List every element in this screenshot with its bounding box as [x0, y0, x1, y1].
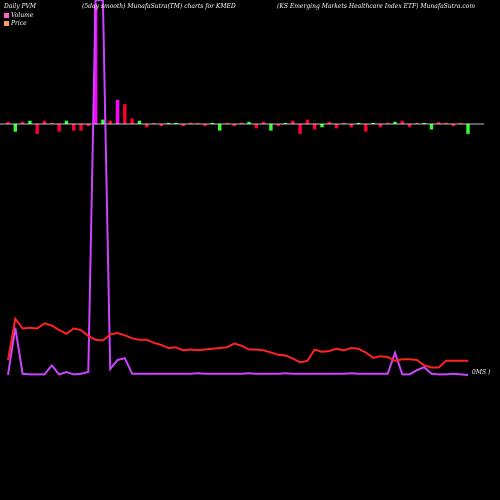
change-bar: [159, 124, 163, 127]
chart-header-left: Daily PVM: [4, 3, 37, 10]
price-line: [7, 316, 468, 369]
change-bar: [108, 120, 112, 124]
legend-volume-label: Volume: [11, 12, 34, 19]
change-bar: [137, 120, 142, 124]
change-bar: [393, 121, 397, 124]
change-bar: [437, 121, 441, 124]
change-bar: [13, 124, 17, 132]
change-bar: [386, 122, 390, 124]
change-bar: [400, 120, 404, 124]
change-bar: [415, 122, 419, 124]
change-bar: [349, 124, 353, 128]
change-bar: [342, 122, 346, 124]
chart-header-right: (KS Emerging Markets Healthcare Index ET…: [277, 3, 476, 10]
change-bar: [240, 122, 244, 124]
legend-volume: Volume: [4, 12, 33, 19]
change-bar: [28, 120, 32, 124]
change-bar: [247, 121, 251, 124]
change-bar: [232, 124, 236, 127]
change-bar: [283, 122, 288, 124]
change-bar: [320, 124, 324, 128]
change-bar: [254, 124, 258, 129]
change-bar: [218, 124, 222, 131]
change-bar: [35, 124, 39, 134]
change-bar: [371, 122, 375, 124]
change-bar: [20, 121, 25, 124]
change-bar: [64, 120, 69, 124]
legend-price-swatch: [4, 21, 9, 26]
change-bar: [188, 122, 193, 124]
change-bar: [225, 122, 229, 124]
change-bars: [6, 5, 470, 134]
change-bar: [101, 119, 105, 124]
change-bar: [444, 122, 448, 124]
change-bar: [291, 120, 295, 124]
change-bar: [466, 124, 470, 134]
volume-line: [7, 0, 469, 376]
chart-header-middle: (5day smooth) MunafaSutra(TM) charts for…: [82, 3, 236, 10]
change-bar: [145, 124, 149, 128]
change-bar: [50, 122, 54, 124]
change-bar: [298, 124, 302, 134]
change-bar: [181, 124, 185, 127]
change-bar: [72, 124, 76, 131]
change-bar: [313, 124, 317, 130]
change-bar: [429, 124, 434, 130]
change-bar: [130, 118, 134, 124]
legend-price: Price: [4, 20, 27, 27]
change-bar: [123, 104, 127, 124]
change-bar: [334, 124, 339, 129]
change-bar: [356, 122, 361, 124]
change-bar: [276, 124, 280, 127]
change-bar: [378, 124, 383, 128]
change-bar: [305, 119, 310, 124]
change-bar: [152, 122, 156, 124]
change-bar: [6, 121, 10, 124]
change-bar: [57, 124, 61, 132]
change-bar: [269, 124, 273, 131]
change-bar: [196, 122, 200, 124]
change-bar: [364, 124, 368, 132]
change-bar: [93, 5, 98, 125]
change-bar: [203, 124, 207, 127]
change-bar: [79, 124, 83, 131]
change-bar: [451, 124, 456, 127]
change-bar: [459, 122, 463, 124]
change-bar: [115, 99, 120, 124]
change-bar: [261, 121, 266, 124]
chart-end-label: 0MS ): [472, 369, 491, 376]
legend-price-label: Price: [11, 20, 27, 27]
change-bar: [174, 122, 178, 124]
change-bar: [210, 122, 215, 124]
change-bar: [166, 122, 171, 124]
change-bar: [86, 124, 90, 127]
change-bar: [42, 120, 47, 124]
change-bar: [327, 121, 331, 124]
change-bar: [422, 122, 426, 124]
change-bar: [407, 124, 412, 128]
legend-volume-swatch: [4, 13, 9, 18]
